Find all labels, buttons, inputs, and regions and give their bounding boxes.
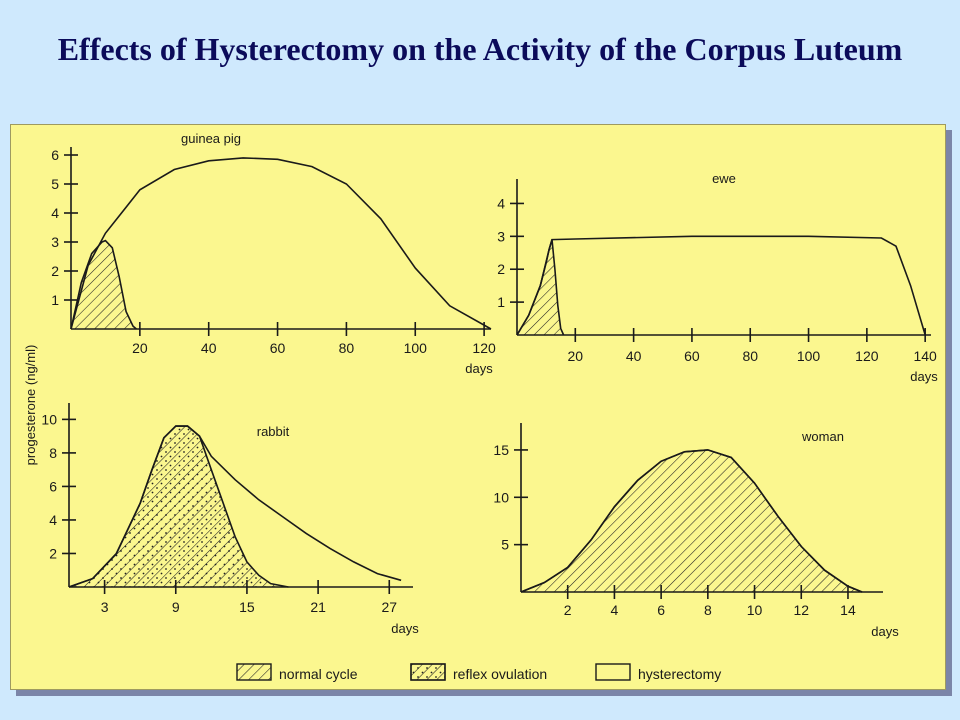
legend-normal-cycle-label: normal cycle bbox=[279, 666, 358, 682]
guinea-pig-x-tick-label: 40 bbox=[201, 340, 217, 356]
guinea-pig-y-tick-label: 1 bbox=[51, 292, 59, 308]
guinea-pig-y-tick-label: 6 bbox=[51, 147, 59, 163]
woman-x-tick-label: 2 bbox=[564, 602, 572, 618]
legend-hysterectomy: hysterectomy bbox=[595, 663, 721, 682]
subplot-rabbit: 3 9 15 21 27 2 4 6 8 10 rabbit days bbox=[41, 403, 419, 636]
guinea-pig-y-tick-label: 5 bbox=[51, 176, 59, 192]
ewe-y-tick-label: 1 bbox=[497, 294, 505, 310]
y-axis-label: progesterone (ng/ml) bbox=[23, 345, 38, 466]
guinea-pig-x-tick-label: 120 bbox=[472, 340, 496, 356]
rabbit-x-label: days bbox=[391, 621, 419, 636]
guinea-pig-x-tick-label: 60 bbox=[270, 340, 286, 356]
chart-panel: 20 40 60 80 100 120 1 2 3 4 5 6 guinea pig days 20 40 60… bbox=[10, 124, 946, 690]
legend-hysterectomy-swatch bbox=[595, 663, 631, 681]
subplot-woman: 2 4 6 8 10 12 14 5 10 15 woman days bbox=[493, 423, 899, 639]
rabbit-hysterectomy-line bbox=[68, 425, 402, 588]
woman-panel-label: woman bbox=[801, 429, 844, 444]
rabbit-y-tick-label: 8 bbox=[49, 445, 57, 461]
guinea-pig-hysterectomy-line bbox=[70, 157, 492, 330]
woman-hysterectomy-line bbox=[520, 449, 863, 593]
guinea-pig-y-tick-label: 4 bbox=[51, 205, 59, 221]
ewe-x-tick-label: 80 bbox=[742, 348, 758, 364]
guinea-pig-panel-label: guinea pig bbox=[181, 131, 241, 146]
woman-y-tick-label: 10 bbox=[493, 489, 509, 505]
ewe-x-label: days bbox=[910, 369, 938, 384]
rabbit-x-tick-label: 27 bbox=[381, 599, 397, 615]
rabbit-y-tick-label: 10 bbox=[41, 411, 57, 427]
ewe-hysterectomy-line bbox=[516, 235, 926, 336]
woman-x-tick-label: 4 bbox=[611, 602, 619, 618]
legend-reflex-ovulation: reflex ovulation bbox=[410, 663, 547, 682]
legend-reflex-ovulation-swatch-dots bbox=[410, 663, 446, 681]
rabbit-panel-label: rabbit bbox=[257, 424, 290, 439]
rabbit-x-tick-label: 21 bbox=[310, 599, 326, 615]
ewe-x-tick-label: 120 bbox=[855, 348, 879, 364]
legend: normal cycle reflex ovulation hysterectomy bbox=[236, 663, 721, 682]
woman-x-tick-label: 6 bbox=[657, 602, 665, 618]
rabbit-y-tick-label: 6 bbox=[49, 478, 57, 494]
ewe-y-tick-label: 4 bbox=[497, 195, 505, 211]
guinea-pig-x-tick-label: 80 bbox=[339, 340, 355, 356]
ewe-panel-label: ewe bbox=[712, 171, 736, 186]
guinea-pig-normal-cycle-line bbox=[70, 239, 137, 330]
rabbit-x-tick-label: 3 bbox=[101, 599, 109, 615]
woman-y-tick-label: 5 bbox=[501, 537, 509, 553]
ewe-x-tick-label: 100 bbox=[797, 348, 821, 364]
woman-x-label: days bbox=[871, 624, 899, 639]
guinea-pig-x-tick-label: 100 bbox=[404, 340, 428, 356]
rabbit-reflex-ovulation-dots bbox=[69, 426, 289, 587]
legend-normal-cycle: normal cycle bbox=[236, 663, 358, 682]
legend-normal-cycle-swatch bbox=[236, 663, 272, 681]
woman-x-tick-label: 8 bbox=[704, 602, 712, 618]
legend-hysterectomy-label: hysterectomy bbox=[638, 666, 721, 682]
rabbit-x-tick-label: 15 bbox=[239, 599, 255, 615]
ewe-x-tick-label: 20 bbox=[568, 348, 584, 364]
woman-normal-cycle-area bbox=[521, 449, 862, 592]
woman-x-tick-label: 12 bbox=[793, 602, 809, 618]
woman-y-tick-label: 15 bbox=[493, 442, 509, 458]
rabbit-y-tick-label: 2 bbox=[49, 545, 57, 561]
subplot-guinea-pig: 20 40 60 80 100 120 1 2 3 4 5 6 guinea pig days bbox=[51, 131, 496, 376]
legend-reflex-ovulation-label: reflex ovulation bbox=[453, 666, 547, 682]
rabbit-y-tick-label: 4 bbox=[49, 512, 57, 528]
ewe-x-tick-label: 40 bbox=[626, 348, 642, 364]
guinea-pig-y-tick-label: 3 bbox=[51, 234, 59, 250]
guinea-pig-y-tick-label: 2 bbox=[51, 263, 59, 279]
slide-title: Effects of Hysterectomy on the Activity … bbox=[57, 31, 903, 67]
woman-x-tick-label: 14 bbox=[840, 602, 856, 618]
ewe-y-tick-label: 3 bbox=[497, 228, 505, 244]
ewe-x-tick-label: 60 bbox=[684, 348, 700, 364]
rabbit-x-tick-label: 9 bbox=[172, 599, 180, 615]
guinea-pig-normal-cycle-area bbox=[71, 240, 137, 329]
woman-x-tick-label: 10 bbox=[747, 602, 763, 618]
ewe-x-tick-label: 140 bbox=[913, 348, 937, 364]
guinea-pig-x-label: days bbox=[465, 361, 493, 376]
guinea-pig-x-tick-label: 20 bbox=[132, 340, 148, 356]
subplot-ewe: 20 40 60 80 100 120 140 1 2 3 4 ewe days bbox=[497, 171, 938, 384]
ewe-y-tick-label: 2 bbox=[497, 261, 505, 277]
